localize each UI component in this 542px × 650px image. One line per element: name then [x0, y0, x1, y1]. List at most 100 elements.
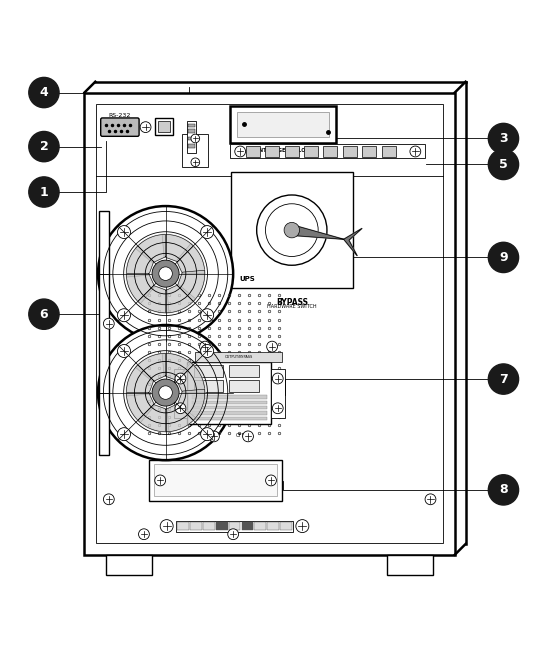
Circle shape — [201, 309, 214, 322]
Circle shape — [118, 428, 131, 441]
Bar — [304, 146, 318, 157]
Circle shape — [410, 146, 421, 157]
Circle shape — [272, 403, 283, 413]
Text: 6: 6 — [40, 307, 48, 320]
Circle shape — [266, 475, 276, 486]
Polygon shape — [136, 354, 165, 382]
Circle shape — [118, 309, 131, 322]
Bar — [182, 134, 208, 166]
Bar — [188, 124, 195, 127]
Bar — [387, 554, 433, 575]
Bar — [193, 380, 223, 392]
Circle shape — [160, 519, 173, 532]
Circle shape — [201, 226, 214, 239]
Circle shape — [152, 379, 179, 406]
Text: RS-232: RS-232 — [108, 114, 131, 118]
Circle shape — [284, 222, 300, 238]
Polygon shape — [136, 235, 165, 263]
Bar — [230, 144, 425, 159]
Circle shape — [29, 177, 59, 207]
Bar — [188, 144, 195, 148]
Circle shape — [488, 150, 519, 179]
Bar — [216, 522, 228, 530]
Bar — [242, 522, 253, 530]
Bar — [246, 146, 260, 157]
Text: 1: 1 — [40, 185, 48, 198]
Bar — [229, 365, 259, 377]
Text: 2: 2 — [40, 140, 48, 153]
Bar — [229, 522, 241, 530]
Bar — [188, 137, 195, 140]
Text: OUTPUT/BYPASS: OUTPUT/BYPASS — [224, 355, 253, 359]
Bar — [173, 369, 187, 418]
Circle shape — [296, 519, 309, 532]
Circle shape — [257, 195, 327, 265]
Text: 9: 9 — [499, 251, 508, 264]
Text: 7: 7 — [499, 372, 508, 385]
Bar — [193, 365, 223, 377]
Circle shape — [152, 260, 179, 287]
Bar — [237, 112, 330, 137]
Circle shape — [209, 431, 220, 442]
Bar — [191, 411, 267, 415]
Bar — [195, 352, 282, 362]
FancyBboxPatch shape — [101, 118, 139, 136]
Circle shape — [29, 299, 59, 330]
Circle shape — [118, 344, 131, 358]
Polygon shape — [177, 244, 205, 274]
Bar — [203, 522, 215, 530]
Bar — [191, 400, 267, 404]
Bar — [363, 146, 377, 157]
Text: ON: ON — [235, 366, 242, 371]
Circle shape — [118, 226, 131, 239]
Bar — [271, 369, 285, 418]
Bar — [156, 118, 173, 135]
Text: UPS: UPS — [239, 276, 255, 281]
Circle shape — [104, 494, 114, 504]
Bar — [187, 362, 271, 424]
Polygon shape — [162, 354, 193, 381]
Bar — [343, 146, 357, 157]
Polygon shape — [291, 225, 362, 256]
Bar — [188, 129, 195, 133]
Bar — [154, 465, 278, 497]
Text: OFF: OFF — [235, 433, 244, 438]
Circle shape — [98, 206, 233, 341]
Circle shape — [272, 373, 283, 384]
Polygon shape — [126, 246, 153, 277]
Bar — [229, 380, 259, 392]
Polygon shape — [178, 270, 205, 302]
Bar — [187, 121, 196, 153]
Circle shape — [29, 77, 59, 108]
Bar — [106, 554, 152, 575]
Circle shape — [139, 529, 150, 539]
Polygon shape — [126, 365, 153, 396]
Bar — [382, 146, 396, 157]
Bar — [96, 105, 443, 543]
Bar — [267, 522, 279, 530]
Circle shape — [425, 494, 436, 504]
Circle shape — [228, 529, 238, 539]
Circle shape — [29, 131, 59, 162]
Circle shape — [235, 146, 246, 157]
Circle shape — [201, 428, 214, 441]
Circle shape — [243, 431, 254, 442]
Bar — [265, 146, 279, 157]
Circle shape — [191, 158, 199, 166]
Polygon shape — [126, 274, 154, 304]
Bar — [191, 395, 267, 398]
Polygon shape — [178, 389, 205, 421]
Bar — [158, 121, 170, 132]
Circle shape — [266, 203, 318, 257]
Bar — [177, 522, 189, 530]
Polygon shape — [165, 404, 196, 432]
Polygon shape — [162, 235, 193, 262]
Circle shape — [201, 344, 214, 358]
Text: 8: 8 — [499, 484, 508, 497]
Circle shape — [175, 373, 186, 384]
Bar — [191, 417, 267, 420]
Polygon shape — [165, 285, 196, 313]
Circle shape — [267, 341, 278, 352]
Text: 4: 4 — [40, 86, 48, 99]
Bar — [324, 146, 338, 157]
